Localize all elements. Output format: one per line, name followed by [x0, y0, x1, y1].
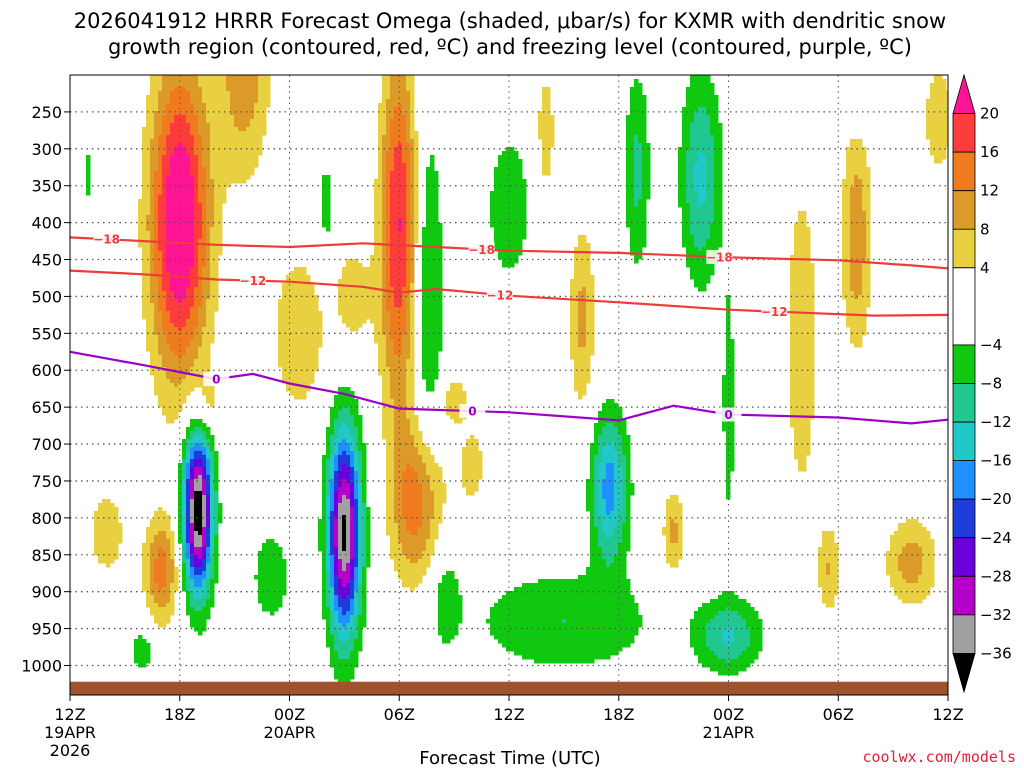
colorbar-bin-5 — [952, 267, 976, 346]
contour-label--18C-2: −18 — [706, 250, 733, 264]
colorbar-bin-1 — [952, 113, 976, 153]
y-tick-label-600: 600 — [31, 361, 62, 380]
x-tick-year-0: 2026 — [50, 741, 91, 760]
colorbar-bin-10 — [952, 498, 976, 539]
y-tick-label-900: 900 — [31, 583, 62, 602]
chart-title-line-1: 2026041912 HRRR Forecast Omega (shaded, … — [74, 9, 946, 33]
colorbar-bin-14 — [952, 653, 976, 694]
y-tick-label-700: 700 — [31, 435, 62, 454]
colorbar-label--28: −28 — [980, 567, 1012, 585]
contour-label-0C-0: 0 — [212, 373, 220, 387]
colorbar: 20 16 12 8 4 −4 −8 −12 −16 −20 −24 −28 −32 −36 — [952, 73, 1012, 694]
ground-strip — [70, 681, 948, 695]
gridlines — [70, 75, 948, 695]
x-tick-label-8: 12Z — [932, 705, 963, 724]
x-tick-date-2: 20APR — [263, 723, 315, 742]
x-tick-label-5: 18Z — [603, 705, 634, 724]
y-tick-label-950: 950 — [31, 620, 62, 639]
colorbar-label--24: −24 — [980, 529, 1012, 547]
y-tick-label-450: 450 — [31, 251, 62, 270]
contour-label-bg — [459, 404, 486, 419]
y-tick-label-850: 850 — [31, 546, 62, 565]
x-tick-label-4: 12Z — [493, 705, 524, 724]
colorbar-label-12: 12 — [980, 182, 999, 200]
colorbar-label-16: 16 — [980, 143, 999, 161]
contour-label--12C-2: −12 — [761, 305, 788, 319]
colorbar-bin-6 — [952, 344, 976, 384]
x-tick-label-7: 06Z — [823, 705, 854, 724]
x-tick-label-3: 06Z — [384, 705, 415, 724]
contour-label-bg — [715, 407, 742, 422]
x-tick-label-1: 18Z — [164, 705, 195, 724]
colorbar-label--36: −36 — [980, 644, 1012, 662]
y-tick-label-1000: 1000 — [21, 656, 62, 675]
x-tick-label-6: 00Z — [713, 705, 744, 724]
contour-label-bg — [468, 242, 495, 257]
contour-label-bg — [203, 372, 230, 387]
colorbar-label--8: −8 — [980, 375, 1002, 393]
temperature-contours: −18 −18 −18 −12 −12 −12 0 0 0 — [70, 232, 948, 425]
y-tick-label-550: 550 — [31, 324, 62, 343]
contour-label-0C-1: 0 — [468, 405, 476, 419]
colorbar-bin-12 — [952, 575, 976, 616]
credit-text: coolwx.com/models — [862, 748, 1016, 766]
colorbar-label--16: −16 — [980, 452, 1012, 470]
y-axis-ticks: 250 300 350 400 450 500 550 600 650 700 750 800 850 9… — [21, 103, 70, 675]
colorbar-bin-8 — [952, 421, 976, 462]
colorbar-label--32: −32 — [980, 606, 1012, 624]
y-tick-label-500: 500 — [31, 287, 62, 306]
x-axis-label: Forecast Time (UTC) — [419, 748, 600, 768]
colorbar-label--4: −4 — [980, 336, 1002, 354]
y-tick-label-750: 750 — [31, 472, 62, 491]
colorbar-bin-0 — [952, 73, 976, 114]
colorbar-bin-7 — [952, 383, 976, 423]
x-tick-date-6: 21APR — [702, 723, 754, 742]
contour-label-bg — [93, 232, 120, 247]
colorbar-bin-11 — [952, 537, 976, 577]
y-tick-label-250: 250 — [31, 103, 62, 122]
colorbar-bin-4 — [952, 228, 976, 269]
x-tick-date-0: 19APR — [44, 723, 96, 742]
contour-label-bg — [239, 273, 266, 288]
chart-title-line-2: growth region (contoured, red, ºC) and f… — [108, 35, 912, 59]
y-tick-label-400: 400 — [31, 214, 62, 233]
omega-shading — [86, 75, 948, 688]
colorbar-label-20: 20 — [980, 105, 999, 123]
contour-label-0C-2: 0 — [724, 408, 732, 422]
y-tick-label-650: 650 — [31, 398, 62, 417]
colorbar-bin-9 — [952, 460, 976, 500]
contour--12C — [70, 269, 948, 317]
colorbar-label-8: 8 — [980, 220, 990, 238]
y-tick-label-350: 350 — [31, 177, 62, 196]
contour-label--12C-0: −12 — [240, 274, 267, 288]
colorbar-bin-3 — [952, 190, 976, 230]
colorbar-label--12: −12 — [980, 413, 1012, 431]
colorbar-bin-13 — [952, 614, 976, 654]
colorbar-label-4: 4 — [980, 259, 990, 277]
contour-label-bg — [761, 304, 788, 319]
x-tick-label-2: 00Z — [274, 705, 305, 724]
contour-label--18C-0: −18 — [93, 233, 120, 247]
contour-label-bg — [706, 249, 733, 264]
colorbar-bin-2 — [952, 151, 976, 192]
y-tick-label-300: 300 — [31, 140, 62, 159]
contour-label--18C-1: −18 — [468, 243, 495, 257]
y-tick-label-800: 800 — [31, 509, 62, 528]
contour-label-bg — [486, 287, 513, 302]
x-tick-label-0: 12Z — [54, 705, 85, 724]
colorbar-label--20: −20 — [980, 490, 1012, 508]
contour-label--12C-1: −12 — [486, 288, 513, 302]
